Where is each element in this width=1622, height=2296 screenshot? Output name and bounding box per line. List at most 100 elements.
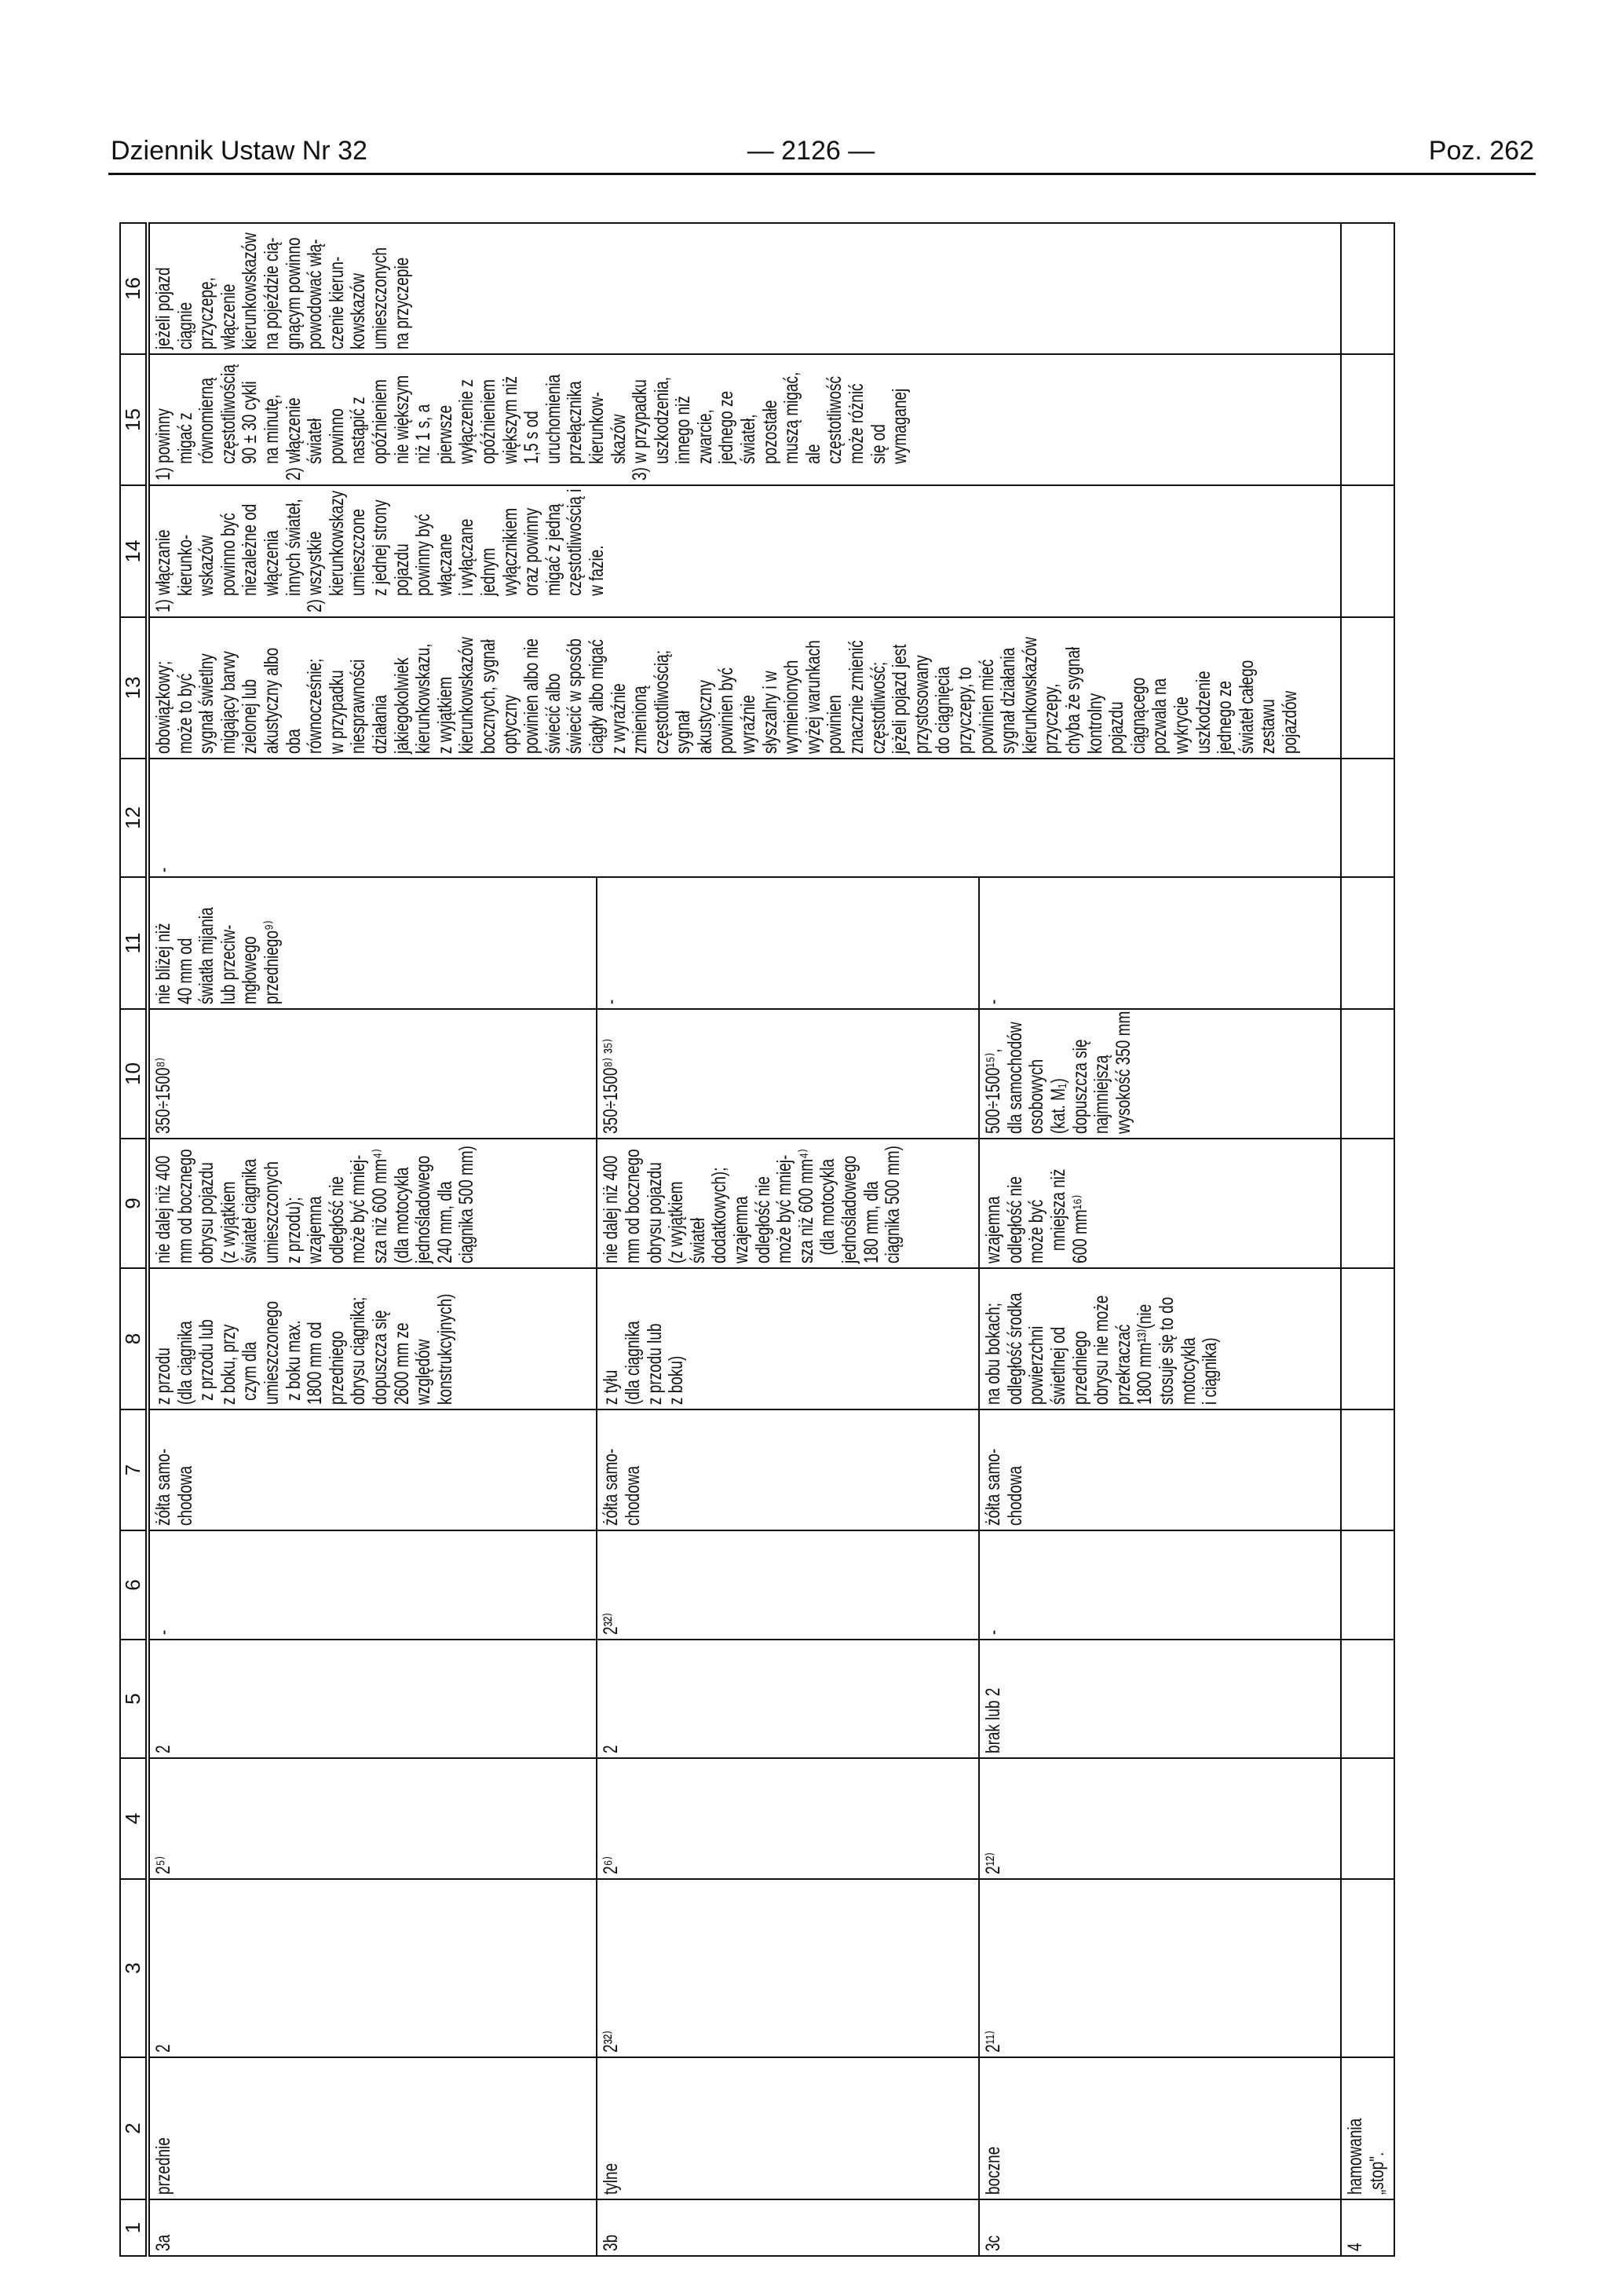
cell-text: żółta samo- chodowa <box>152 1448 196 1526</box>
table-cell: brak lub 2 <box>979 1640 1341 1758</box>
column-number: 9 <box>120 1139 148 1268</box>
column-number: 11 <box>120 877 148 1009</box>
cell-text: przednie <box>152 2137 175 2195</box>
table-cell <box>1340 759 1394 877</box>
cell-text: 350÷1500⁸⁾ <box>152 1057 175 1134</box>
table-cell: 2 <box>148 1640 597 1758</box>
table-cell: nie dalej niż 400 mm od bocznego obrysu … <box>597 1139 980 1268</box>
cell-text: żółta samo- chodowa <box>982 1448 1026 1526</box>
column-number: 16 <box>120 223 148 354</box>
table-cell: 350÷1500⁸⁾ ³⁵⁾ <box>597 1009 980 1139</box>
column-number-row: 1 2 3 4 5 6 7 8 9 10 11 12 13 14 15 16 <box>120 223 148 2256</box>
cell-text: żółta samo- chodowa <box>600 1448 645 1526</box>
table-cell <box>1340 1268 1394 1409</box>
cell-text: jeżeli pojazd ciągnie przyczepę, włączen… <box>152 232 413 349</box>
table-cell: 2 <box>597 1640 980 1758</box>
table-cell: z tyłu (dla ciągnika z przodu lub z boku… <box>597 1268 980 1409</box>
column-number: 2 <box>120 2057 148 2199</box>
table-cell: nie bliżej niż 40 mm od światła mijania … <box>148 877 597 1009</box>
table-cell: nie dalej niż 400 mm od bocznego obrysu … <box>148 1139 597 1268</box>
table-row-4: 4 hamowania „stop". <box>1340 223 1394 2256</box>
cell-text: brak lub 2 <box>982 1687 1005 1753</box>
cell-text: 350÷1500⁸⁾ ³⁵⁾ <box>600 1038 623 1134</box>
table-cell: 2⁶⁾ <box>597 1758 980 1879</box>
cell-text: 3b <box>600 2234 623 2251</box>
table-cell: boczne <box>979 2057 1341 2199</box>
table-cell: 2 <box>148 1879 597 2057</box>
table-cell: 2¹¹⁾ <box>979 1879 1341 2057</box>
table-cell: 500÷1500¹⁵⁾, dla samochodów osobowych (k… <box>979 1009 1341 1139</box>
table-cell: - <box>979 877 1341 1009</box>
cell-text: nie dalej niż 400 mm od bocznego obrysu … <box>600 1146 904 1263</box>
header-rule <box>108 173 1536 175</box>
cell-text: z tyłu (dla ciągnika z przodu lub z boku… <box>600 1321 688 1405</box>
column-number: 6 <box>120 1530 148 1640</box>
table-cell: wzajemna odległość nie może być mniejsza… <box>979 1139 1341 1268</box>
cell-text: - <box>982 999 1005 1004</box>
page-number: — 2126 — <box>747 136 875 166</box>
cell-text: 2¹¹⁾ <box>982 2031 1005 2053</box>
cell-text: nie bliżej niż 40 mm od światła mijania … <box>152 907 283 1004</box>
cell-text: - <box>152 867 175 872</box>
table-cell <box>1340 1879 1394 2057</box>
table-cell: obowiązkowy; może to być sygnał świetlny… <box>148 617 1341 759</box>
table-cell: żółta samo- chodowa <box>597 1409 980 1530</box>
column-number: 1 <box>120 2199 148 2256</box>
table-cell: z przodu (dla ciągnika z przodu lub z bo… <box>148 1268 597 1409</box>
cell-text: 1) włączanie kierunko- wskazów powinno b… <box>152 488 608 612</box>
column-number: 13 <box>120 617 148 759</box>
cell-text: 3c <box>982 2235 1005 2251</box>
table-cell <box>1340 1139 1394 1268</box>
position-number: Poz. 262 <box>1428 136 1534 166</box>
column-number: 7 <box>120 1409 148 1530</box>
table-cell: tylne <box>597 2057 980 2199</box>
cell-text: - <box>982 1629 1005 1635</box>
table-cell: hamowania „stop". <box>1340 2057 1394 2199</box>
rotated-table: 1 2 3 4 5 6 7 8 9 10 11 12 13 14 15 16 3a przednie 2 2⁵⁾ 2- ż… <box>119 223 1395 2257</box>
table-cell: 350÷1500⁸⁾ <box>148 1009 597 1139</box>
table-cell: 3c <box>979 2199 1341 2256</box>
table-cell: żółta samo- chodowa <box>148 1409 597 1530</box>
table-cell: - <box>979 1530 1341 1640</box>
cell-text: 3a <box>152 2234 175 2251</box>
table-cell: przednie <box>148 2057 597 2199</box>
cell-text: - <box>600 999 623 1004</box>
column-number: 12 <box>120 759 148 877</box>
table-cell <box>1340 1409 1394 1530</box>
cell-text: 4 <box>1343 2243 1366 2251</box>
table-cell: żółta samo- chodowa <box>979 1409 1341 1530</box>
table-cell: 2³²⁾ <box>597 1530 980 1640</box>
cell-text: 2³²⁾ <box>600 2031 623 2053</box>
table-row-3a: 3a przednie 2 2⁵⁾ 2 - żółta samo- chodowa z prz… <box>148 223 1341 2256</box>
cell-text: obowiązkowy; może to być sygnał świetlny… <box>152 637 1301 754</box>
cell-text: tylne <box>600 2163 623 2195</box>
table-cell <box>1340 1758 1394 1879</box>
table-cell <box>1340 1009 1394 1139</box>
table-cell <box>1340 1640 1394 1758</box>
table-cell <box>1340 617 1394 759</box>
column-number: 8 <box>120 1268 148 1409</box>
cell-text: 2⁶⁾ <box>600 1855 623 1874</box>
table-cell: 2⁵⁾ <box>148 1758 597 1879</box>
cell-text: 2¹²⁾ <box>982 1852 1005 1874</box>
journal-title: Dziennik Ustaw Nr 32 <box>111 136 367 166</box>
cell-text: 2⁵⁾ <box>152 1855 175 1874</box>
cell-text: - <box>152 1629 175 1635</box>
table-cell: 1) włączanie kierunko- wskazów powinno b… <box>148 485 1341 617</box>
cell-text: 2 <box>600 1745 623 1753</box>
table-cell: 2³²⁾ <box>597 1879 980 2057</box>
cell-text: z przodu (dla ciągnika z przodu lub z bo… <box>152 1293 456 1405</box>
column-number: 5 <box>120 1640 148 1758</box>
table-cell <box>1340 485 1394 617</box>
column-number: 14 <box>120 485 148 617</box>
table-cell: - <box>148 759 1341 877</box>
table-cell: na obu bokach; odległość środka powierzc… <box>979 1268 1341 1409</box>
cell-text: wzajemna odległość nie może być mniejsza… <box>982 1168 1091 1263</box>
table-cell: 3b <box>597 2199 980 2256</box>
cell-text: na obu bokach; odległość środka powierzc… <box>982 1292 1222 1405</box>
table-cell: - <box>597 877 980 1009</box>
column-number: 15 <box>120 354 148 485</box>
cell-text: 500÷1500¹⁵⁾, dla samochodów osobowych (k… <box>982 1011 1134 1134</box>
cell-text: hamowania „stop". <box>1343 2118 1388 2195</box>
table-cell: jeżeli pojazd ciągnie przyczepę, włączen… <box>148 223 1341 354</box>
